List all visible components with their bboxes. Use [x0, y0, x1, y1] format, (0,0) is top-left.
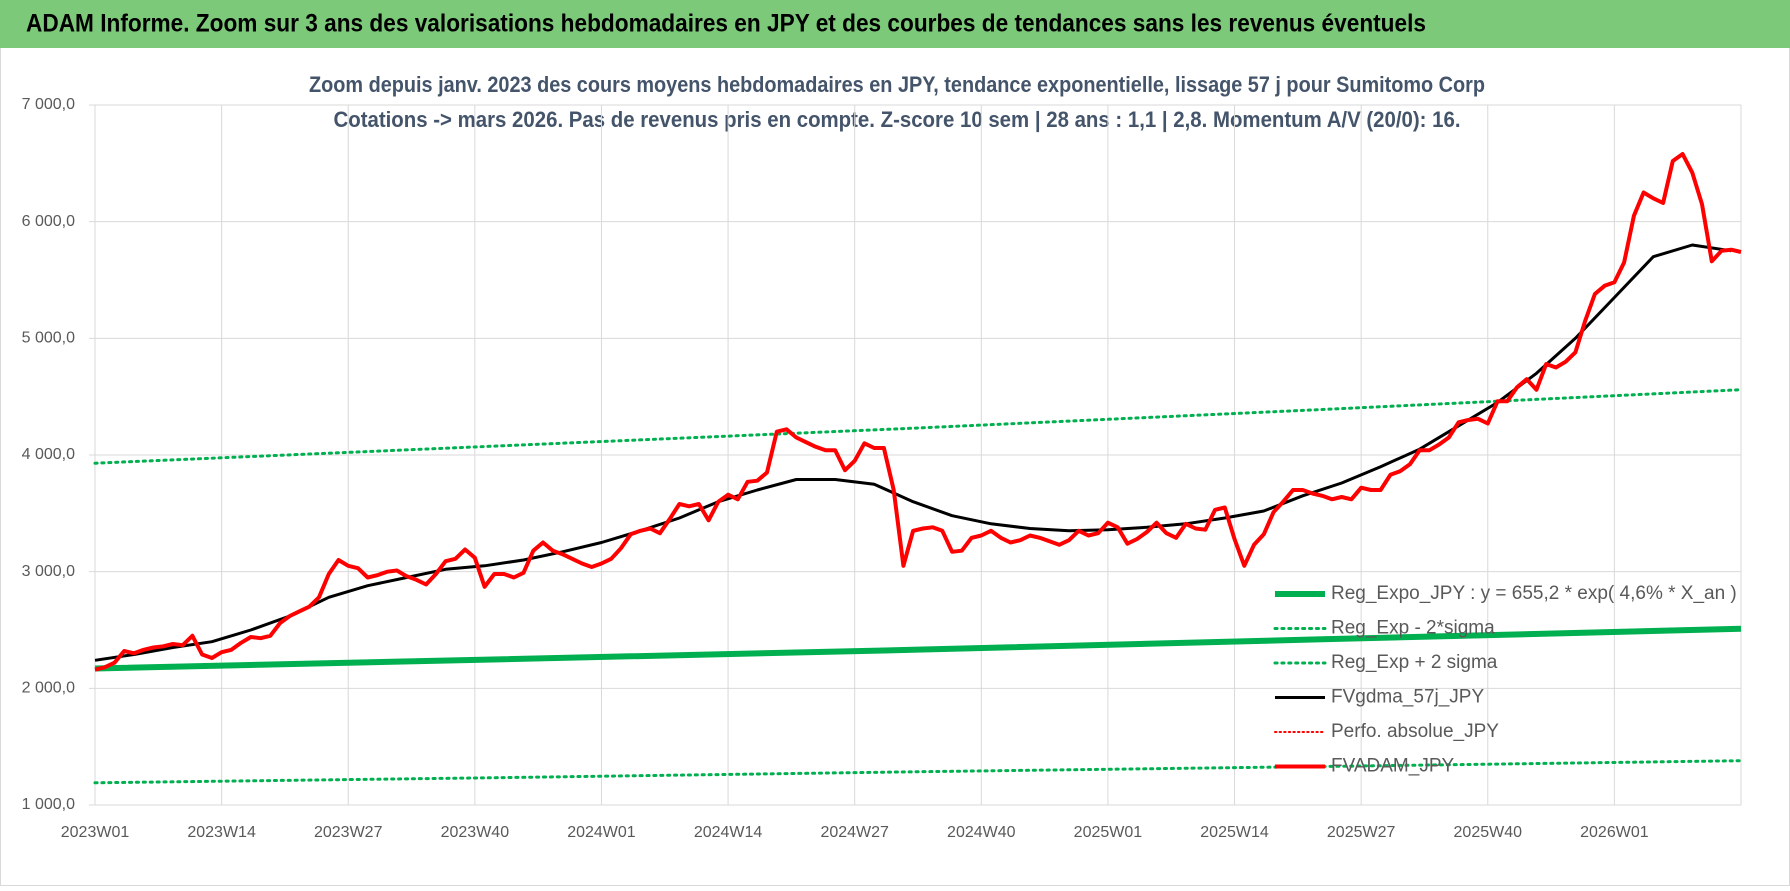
legend-label: Perfo. absolue_JPY	[1331, 721, 1499, 742]
y-tick-label: 5 000,0	[22, 330, 75, 347]
x-tick-label: 2023W01	[61, 824, 130, 841]
legend: Reg_Expo_JPY : y = 655,2 * exp( 4,6% * X…	[1273, 583, 1737, 777]
series-line	[94, 625, 1742, 672]
series-line	[93, 388, 1743, 465]
header-title: ADAM Informe. Zoom sur 3 ans des valoris…	[26, 10, 1426, 38]
legend-label: Reg_Exp - 2*sigma	[1331, 618, 1495, 639]
x-tick-label: 2025W01	[1074, 824, 1143, 841]
series-line	[94, 152, 1742, 672]
x-tick-label: 2026W01	[1580, 824, 1649, 841]
legend-label: Reg_Expo_JPY : y = 655,2 * exp( 4,6% * X…	[1331, 583, 1737, 604]
plot	[93, 152, 1743, 785]
y-tick-label: 1 000,0	[22, 796, 75, 813]
x-tick-label: 2025W40	[1454, 824, 1523, 841]
y-tick-label: 6 000,0	[22, 213, 75, 230]
x-tick-label: 2025W14	[1200, 824, 1269, 841]
y-tick-label: 4 000,0	[22, 446, 75, 463]
x-tick-label: 2023W14	[187, 824, 256, 841]
x-tick-label: 2024W27	[820, 824, 889, 841]
x-tick-label: 2024W01	[567, 824, 636, 841]
series-line	[93, 759, 1743, 785]
x-tick-label: 2024W40	[947, 824, 1016, 841]
x-tick-label: 2023W27	[314, 824, 383, 841]
chart-title: Zoom depuis janv. 2023 des cours moyens …	[309, 72, 1485, 97]
header-bar	[0, 0, 1790, 48]
y-tick-label: 3 000,0	[22, 563, 75, 580]
y-tick-label: 7 000,0	[22, 96, 75, 113]
x-tick-label: 2024W14	[694, 824, 763, 841]
y-tick-label: 2 000,0	[22, 680, 75, 697]
legend-label: FVADAM_JPY	[1331, 756, 1455, 777]
legend-label: Reg_Exp + 2 sigma	[1331, 652, 1498, 673]
chart-subtitle: Cotations -> mars 2026. Pas de revenus p…	[334, 107, 1461, 132]
x-tick-label: 2023W40	[441, 824, 510, 841]
legend-label: FVgdma_57j_JPY	[1331, 687, 1484, 708]
x-tick-label: 2025W27	[1327, 824, 1396, 841]
